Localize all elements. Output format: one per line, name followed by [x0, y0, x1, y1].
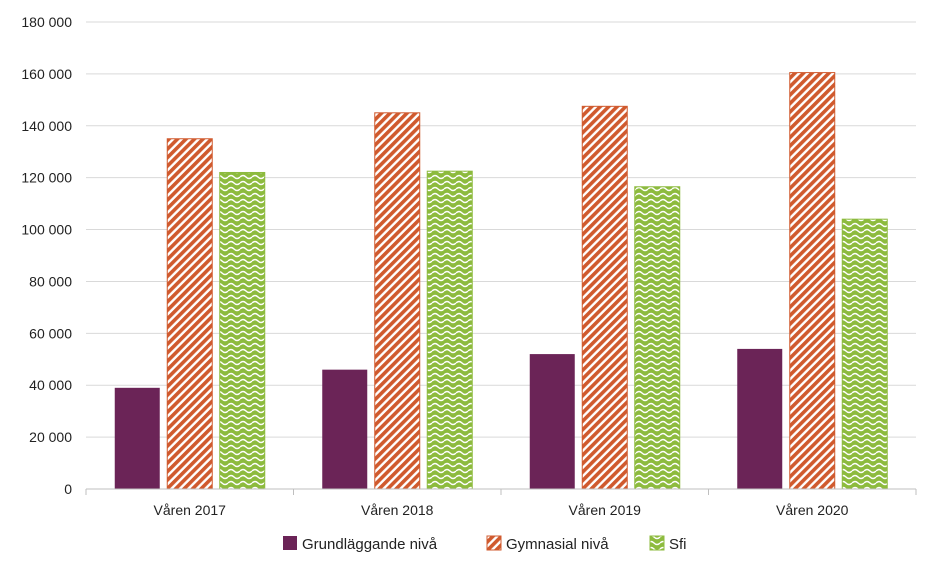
legend: Grundläggande nivå Gymnasial nivå Sfi — [283, 535, 687, 553]
legend-swatch — [283, 536, 297, 550]
bar-gymnasial-niv--0 — [166, 138, 213, 490]
bar-gymnasial-niv--3 — [789, 72, 836, 490]
legend-swatch — [649, 535, 665, 551]
y-tick-label: 160 000 — [21, 66, 72, 82]
bar-gymnasial-niv--1 — [374, 112, 421, 490]
bars — [114, 72, 888, 490]
x-tick-label: Våren 2020 — [776, 502, 849, 518]
x-tick-label: Våren 2017 — [154, 502, 227, 518]
y-tick-label: 100 000 — [21, 222, 72, 238]
legend-label: Grundläggande nivå — [302, 536, 438, 553]
legend-label: Gymnasial nivå — [506, 536, 609, 553]
x-tick-label: Våren 2018 — [361, 502, 434, 518]
bar-gymnasial-niv--2 — [581, 105, 628, 490]
bar-sfi-3 — [841, 218, 888, 490]
x-tick-label: Våren 2019 — [569, 502, 642, 518]
bar-grundl-ggande-niv--3 — [737, 348, 783, 489]
y-tick-label: 20 000 — [29, 429, 72, 445]
bar-grundl-ggande-niv--2 — [529, 354, 575, 489]
y-tick-label: 80 000 — [29, 273, 72, 289]
x-axis — [85, 488, 917, 495]
y-tick-label: 0 — [64, 481, 72, 497]
bar-sfi-2 — [634, 186, 681, 490]
x-axis-tick-labels: Våren 2017 Våren 2018 Våren 2019 Våren 2020 — [154, 502, 849, 518]
bar-sfi-1 — [426, 170, 473, 490]
y-axis-tick-labels: 0 20 000 40 000 60 000 80 000 100 000 120 000 1… — [21, 14, 72, 497]
y-tick-label: 180 000 — [21, 14, 72, 30]
y-tick-label: 120 000 — [21, 170, 72, 186]
y-tick-label: 60 000 — [29, 325, 72, 341]
legend-swatch — [486, 535, 502, 551]
bar-sfi-0 — [219, 171, 266, 490]
y-tick-label: 140 000 — [21, 118, 72, 134]
y-tick-label: 40 000 — [29, 377, 72, 393]
legend-label: Sfi — [669, 536, 687, 553]
bar-grundl-ggande-niv--0 — [114, 387, 160, 489]
bar-grundl-ggande-niv--1 — [322, 369, 368, 489]
